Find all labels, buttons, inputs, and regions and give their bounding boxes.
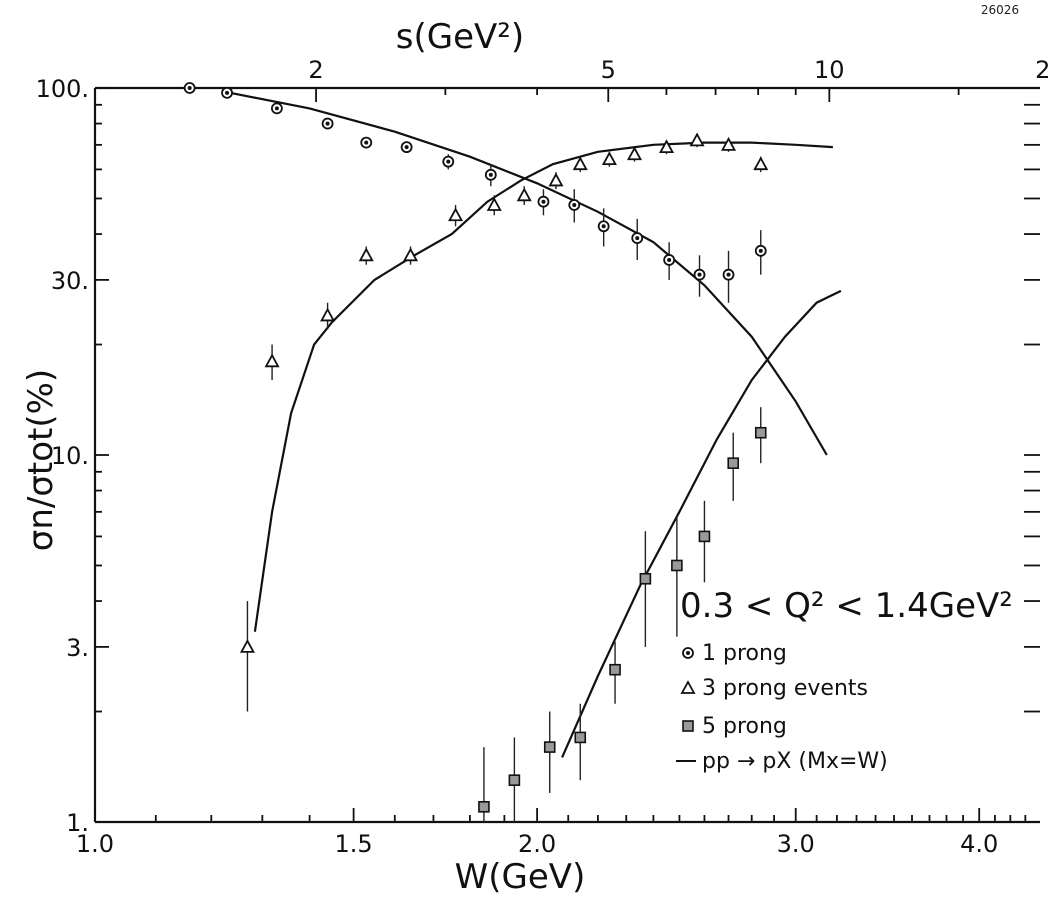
square-point [639,572,652,585]
triangle-point [448,207,464,222]
triangle-point [689,132,705,147]
square-point [478,801,490,813]
x-axis-title: W(GeV) [455,857,586,897]
legend-swatch-triangle [680,680,696,694]
square-point [543,741,556,753]
y-tick-label: 1. [66,809,89,837]
y-axis-title: σn/σtot(%) [21,369,61,551]
data-points [183,82,769,822]
circle-point-dot [187,86,192,90]
triangle-point [548,172,564,187]
legend-label: 1 prong [702,641,787,666]
square-point [508,774,521,786]
axis-ticks: 1.0 1.5 2.0 3.0 4.0 1. 3. 10. 30. 100. 2 5 10 20 [36,56,1048,858]
circle-point-dot [404,145,409,150]
circle-point-dot [758,248,763,253]
legend-label: 5 prong [702,714,787,739]
circle-point-dot [697,272,702,277]
triangle-point [358,247,374,262]
legend-label: 3 prong events [702,676,868,701]
circle-point-dot [446,159,451,164]
circle-point-dot [635,236,640,241]
circle-point-dot [325,121,330,126]
triangle-point [601,151,617,166]
top-tick-label: 5 [601,56,616,84]
triangle-point [721,136,737,151]
circle-point-dot [572,202,577,207]
circle-point-dot [488,172,493,177]
triangle-point [486,197,502,211]
square-point [754,426,767,439]
x-tick-label: 3.0 [777,830,815,858]
legend: 0.3 < Q² < 1.4GeV² 1 prong 3 prong events… [676,586,1013,774]
triangle-point [239,639,255,653]
square-point [727,457,740,469]
circle-point-dot [364,140,369,145]
circle-point-dot [225,90,230,95]
triangle-point [572,156,588,171]
triangle-point [403,247,419,262]
top-tick-label: 10 [814,56,845,84]
circle-point-dot [601,224,606,229]
y-tick-label: 3. [66,634,89,662]
square-point [671,559,683,572]
circle-point-dot [274,106,279,111]
curve-2 [561,289,842,758]
legend-swatch-square [682,720,694,732]
x-tick-label: 4.0 [960,830,998,858]
square-point [698,530,711,543]
y-tick-label: 100. [36,75,89,103]
circle-point-dot [726,272,731,277]
figure-id: 26026 [981,3,1019,17]
legend-title: 0.3 < Q² < 1.4GeV² [680,586,1013,626]
triangle-point [753,156,769,171]
x-tick-label: 1.5 [335,830,373,858]
triangle-point [659,139,675,154]
curve-0 [221,90,828,456]
top-axis-title: s(GeV²) [396,17,524,57]
circle-point-dot [667,257,672,262]
triangle-point [320,307,336,322]
y-tick-label: 30. [51,267,89,295]
legend-swatch-circle-dot [686,651,690,655]
top-tick-label: 2 [308,56,323,84]
triangle-point [516,187,532,202]
legend-label: pp → pX (Mx=W) [702,749,888,774]
triangle-point [626,146,643,161]
top-tick-label: 20 [1035,56,1048,84]
y-tick-label: 10. [51,442,89,470]
x-tick-label: 2.0 [518,830,556,858]
curve-1 [253,141,833,632]
circle-point-dot [541,199,546,204]
x-tick-label: 1.0 [76,830,114,858]
fit-curves [221,90,842,758]
triangle-point [264,353,280,368]
square-point [609,663,621,676]
square-point [574,731,587,744]
